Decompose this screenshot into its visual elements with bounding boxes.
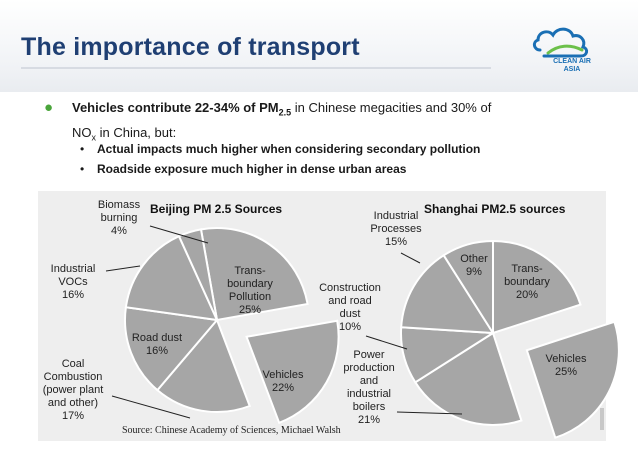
- shanghai-slice-label-3-line-2: dust: [340, 308, 361, 320]
- shanghai-leader-line-4: [400, 252, 421, 264]
- beijing-slice-label-4-line-1: VOCs: [58, 276, 88, 288]
- beijing-slice-label-2: Coal Combustion (power plant and other) 17%: [43, 358, 104, 422]
- sub-bullet-1: Actual impacts much higher when consider…: [97, 142, 481, 156]
- beijing-slice-label-5: Biomass burning 4%: [98, 199, 141, 237]
- beijing-slice-label-0-line-1: boundary: [227, 278, 273, 290]
- title-divider: [21, 67, 491, 69]
- beijing-pie-slice-4: [124, 234, 219, 322]
- beijing-slice-label-2-line-3: and other): [48, 397, 98, 409]
- shanghai-slice-label-2-line-4: boilers: [353, 401, 386, 413]
- shanghai-slice-label-0: Trans-boundary 20%: [504, 263, 550, 301]
- shanghai-slice-label-5: Other 9%: [460, 253, 488, 278]
- shanghai-slice-label-4: Industrial Processes 15%: [370, 210, 422, 248]
- beijing-slice-label-4-line-2: 16%: [62, 289, 84, 301]
- shanghai-pie-slice-0: [492, 239, 582, 335]
- main-bullet-bold: Vehicles contribute 22-34% of PM: [72, 100, 279, 115]
- slide-edge-mark: [600, 408, 604, 430]
- shanghai-slice-label-5-line-1: 9%: [466, 266, 482, 278]
- beijing-leader-line-4: [105, 265, 141, 272]
- beijing-slice-label-4-line-0: Industrial: [51, 263, 96, 275]
- page-title: The importance of transport: [21, 33, 360, 61]
- main-bullet-line2-subscript: x: [91, 132, 97, 143]
- logo-text-line-2: ASIA: [563, 66, 581, 73]
- main-bullet-rest: in Chinese megacities and 30% of: [291, 100, 492, 115]
- beijing-slice-label-3-line-1: 16%: [146, 345, 168, 357]
- beijing-slice-label-0-line-2: Pollution: [229, 291, 271, 303]
- beijing-slice-label-5-line-1: burning: [101, 212, 138, 224]
- shanghai-leader-line-2: [396, 411, 463, 415]
- clean-air-asia-logo: [532, 27, 589, 58]
- beijing-slice-label-2-line-0: Coal: [62, 358, 85, 370]
- logo-text-line-1: CLEAN AIR: [553, 58, 591, 65]
- beijing-pie-slice-2: [155, 318, 251, 413]
- logo-swoosh-icon: [546, 44, 584, 55]
- beijing-slice-label-2-line-4: 17%: [62, 410, 84, 422]
- shanghai-chart-title: Shanghai PM2.5 sources: [424, 202, 566, 216]
- beijing-slice-label-4: Industrial VOCs 16%: [51, 263, 96, 301]
- beijing-slice-label-1-line-1: 22%: [272, 382, 294, 394]
- beijing-slice-label-0-line-0: Trans-: [234, 265, 266, 277]
- shanghai-slice-label-1: Vehicles 25%: [546, 353, 587, 378]
- beijing-pie-slice-5: [177, 228, 218, 321]
- shanghai-slice-label-3-line-0: Construction: [319, 282, 381, 294]
- beijing-slice-label-5-line-0: Biomass: [98, 199, 141, 211]
- shanghai-slice-label-4-line-0: Industrial: [374, 210, 419, 222]
- shanghai-slice-label-1-line-0: Vehicles: [546, 353, 587, 365]
- shanghai-pie-slice-2: [413, 331, 523, 426]
- sub-bullet-2: Roadside exposure much higher in dense u…: [97, 162, 407, 176]
- shanghai-slice-label-0-line-2: 20%: [516, 289, 538, 301]
- beijing-leader-line-2: [111, 395, 191, 419]
- beijing-slice-label-5-line-2: 4%: [111, 225, 127, 237]
- sub-bullet-dot-2: •: [80, 162, 85, 176]
- shanghai-slice-label-0-line-1: boundary: [504, 276, 550, 288]
- main-bullet-line2-b: in China, but:: [96, 124, 177, 140]
- main-bullet: Vehicles contribute 22-34% of PM2.5 in C…: [72, 98, 592, 147]
- sub-bullet-dot-1: •: [80, 142, 85, 156]
- beijing-slice-label-1: Vehicles 22%: [263, 369, 304, 394]
- shanghai-pie-slice-1: [525, 320, 620, 439]
- shanghai-slice-label-2-line-2: and: [360, 375, 378, 387]
- beijing-slice-label-3-line-0: Road dust: [132, 332, 182, 344]
- beijing-slice-label-2-line-2: (power plant: [43, 384, 104, 396]
- beijing-pie-slice-1: [245, 319, 340, 425]
- shanghai-slice-label-1-line-1: 25%: [555, 366, 577, 378]
- shanghai-pie-slice-5: [442, 239, 494, 337]
- logo-cloud-icon: [532, 27, 589, 58]
- beijing-pie-slice-3: [124, 306, 219, 392]
- beijing-leader-line-5: [149, 225, 209, 244]
- bullet-dot-icon: ●: [44, 99, 54, 116]
- title-band: [0, 0, 638, 92]
- beijing-slice-label-3: Road dust 16%: [132, 332, 182, 357]
- beijing-slice-label-2-line-1: Combustion: [44, 371, 103, 383]
- beijing-slice-label-0: Trans-boundary Pollution 25%: [227, 265, 273, 316]
- shanghai-leader-line-3: [365, 335, 408, 350]
- logo-text: CLEAN AIR ASIA: [532, 58, 612, 74]
- shanghai-slice-label-2-line-3: industrial: [347, 388, 391, 400]
- shanghai-slice-label-5-line-0: Other: [460, 253, 488, 265]
- main-bullet-subscript: 2.5: [278, 107, 292, 118]
- beijing-slice-label-0-line-3: 25%: [239, 304, 261, 316]
- shanghai-pie-slice-4: [400, 253, 495, 335]
- beijing-pie-slice-0: [199, 227, 309, 322]
- shanghai-slice-label-2-line-0: Power: [353, 349, 385, 361]
- beijing-slice-label-1-line-0: Vehicles: [263, 369, 304, 381]
- beijing-chart-title: Beijing PM 2.5 Sources: [150, 202, 282, 216]
- shanghai-slice-label-4-line-2: 15%: [385, 236, 407, 248]
- shanghai-slice-label-4-line-1: Processes: [370, 223, 422, 235]
- shanghai-slice-label-2-line-5: 21%: [358, 414, 380, 426]
- shanghai-slice-label-3-line-1: and road: [328, 295, 371, 307]
- shanghai-slice-label-2-line-1: production: [343, 362, 394, 374]
- shanghai-slice-label-3: Construction and road dust 10%: [319, 282, 381, 333]
- source-note: Source: Chinese Academy of Sciences, Mic…: [122, 425, 341, 436]
- shanghai-slice-label-0-line-0: Trans-: [511, 263, 543, 275]
- shanghai-slice-label-3-line-3: 10%: [339, 321, 361, 333]
- shanghai-slice-label-2: Power production and industrial boilers 21%: [343, 349, 394, 426]
- main-bullet-line2-a: NO: [72, 124, 92, 140]
